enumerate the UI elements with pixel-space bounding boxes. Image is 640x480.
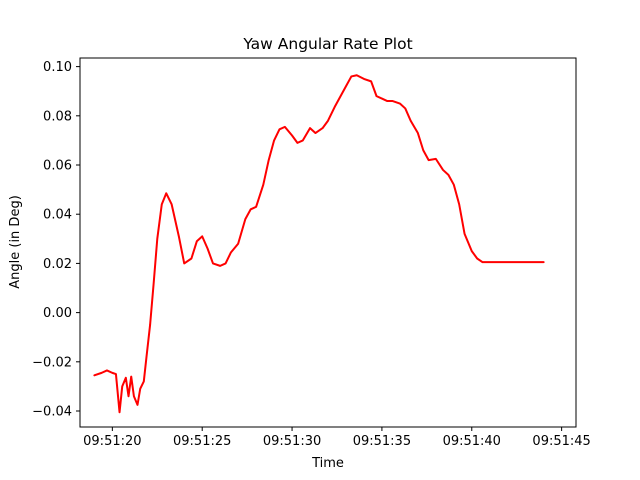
x-tick-label: 09:51:30 (263, 434, 321, 449)
y-tick-label: 0.04 (43, 208, 72, 223)
y-tick-label: −0.02 (32, 355, 72, 370)
y-tick-label: 0.08 (43, 109, 72, 124)
y-tick-label: 0.06 (43, 159, 72, 174)
x-tick-label: 09:51:40 (443, 434, 501, 449)
x-tick-label: 09:51:20 (83, 434, 141, 449)
y-tick-label: 0.00 (43, 306, 72, 321)
y-tick-label: −0.04 (32, 405, 72, 420)
x-tick-label: 09:51:35 (353, 434, 411, 449)
x-tick-label: 09:51:45 (532, 434, 590, 449)
axes-frame (79, 57, 577, 428)
y-tick-label: 0.02 (43, 257, 72, 272)
y-tick-label: 0.10 (43, 60, 72, 75)
x-tick-label: 09:51:25 (173, 434, 231, 449)
y-axis-label: Angle (in Deg) (8, 195, 23, 289)
x-axis-label: Time (311, 456, 344, 471)
series-line (93, 74, 545, 414)
axes-layer: 09:51:20 09:51:25 09:51:30 09:51:35 09:51:40… (32, 57, 591, 449)
chart-title: Yaw Angular Rate Plot (242, 35, 412, 53)
plot-layer (93, 74, 545, 414)
